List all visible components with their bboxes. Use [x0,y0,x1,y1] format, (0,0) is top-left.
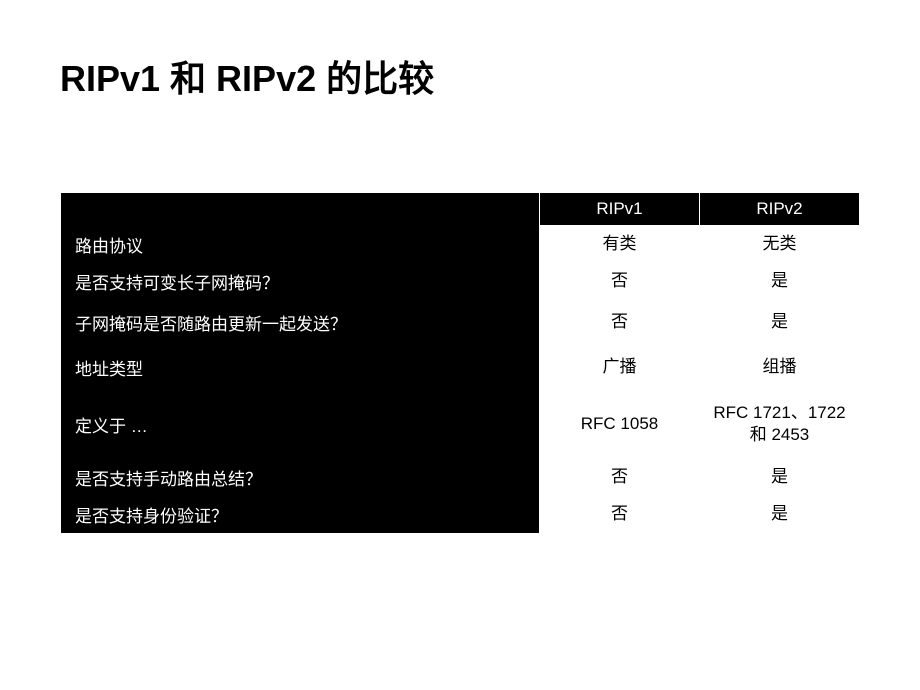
header-ripv2: RIPv2 [700,193,860,226]
cell-v1: 广播 [540,345,700,390]
cell-v2: 是 [700,300,860,345]
row-label: 定义于 … [61,390,540,459]
table-row: 是否支持身份验证？ 否 是 [61,496,860,534]
cell-v2: 无类 [700,226,860,263]
cell-v2: 组播 [700,345,860,390]
cell-v2: RFC 1721、1722 和 2453 [700,390,860,459]
cell-v1: 否 [540,496,700,534]
table-header-row: RIPv1 RIPv2 [61,193,860,226]
slide-title: RIPv1 和 RIPv2 的比较 [60,50,860,102]
slide: RIPv1 和 RIPv2 的比较 RIPv1 RIPv2 路由协议 有类 无类… [0,0,920,690]
row-label: 路由协议 [61,226,540,263]
row-label: 是否支持身份验证？ [61,496,540,534]
table-row: 是否支持手动路由总结？ 否 是 [61,459,860,496]
comparison-table: RIPv1 RIPv2 路由协议 有类 无类 是否支持可变长子网掩码？ 否 是 … [60,192,860,534]
table-row: 子网掩码是否随路由更新一起发送？ 否 是 [61,300,860,345]
row-label: 是否支持手动路由总结？ [61,459,540,496]
row-label: 子网掩码是否随路由更新一起发送？ [61,300,540,345]
cell-v1: RFC 1058 [540,390,700,459]
cell-v1: 有类 [540,226,700,263]
row-label: 是否支持可变长子网掩码？ [61,263,540,300]
cell-v1: 否 [540,459,700,496]
row-label: 地址类型 [61,345,540,390]
table-row: 定义于 … RFC 1058 RFC 1721、1722 和 2453 [61,390,860,459]
header-ripv1: RIPv1 [540,193,700,226]
table-row: 路由协议 有类 无类 [61,226,860,263]
cell-v2: 是 [700,263,860,300]
header-corner [61,193,540,226]
cell-v1: 否 [540,300,700,345]
cell-v1: 否 [540,263,700,300]
table-row: 是否支持可变长子网掩码？ 否 是 [61,263,860,300]
cell-v2: 是 [700,496,860,534]
table-row: 地址类型 广播 组播 [61,345,860,390]
cell-v2: 是 [700,459,860,496]
